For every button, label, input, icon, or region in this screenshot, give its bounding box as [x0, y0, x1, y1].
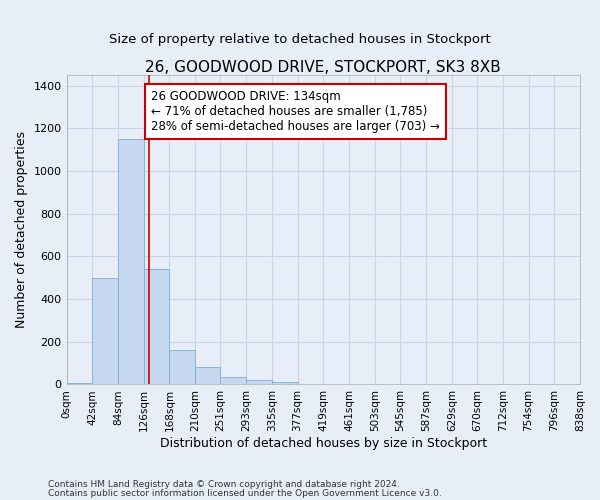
- Bar: [195, 366, 220, 384]
- Bar: [118, 139, 144, 384]
- Bar: [67, 383, 92, 384]
- Bar: [272, 382, 298, 384]
- Bar: [169, 350, 195, 384]
- Text: Contains public sector information licensed under the Open Government Licence v3: Contains public sector information licen…: [48, 488, 442, 498]
- Bar: [144, 269, 169, 384]
- Text: Size of property relative to detached houses in Stockport: Size of property relative to detached ho…: [109, 32, 491, 46]
- X-axis label: Distribution of detached houses by size in Stockport: Distribution of detached houses by size …: [160, 437, 487, 450]
- Text: Contains HM Land Registry data © Crown copyright and database right 2024.: Contains HM Land Registry data © Crown c…: [48, 480, 400, 489]
- Bar: [246, 380, 272, 384]
- Y-axis label: Number of detached properties: Number of detached properties: [15, 131, 28, 328]
- Bar: [92, 278, 118, 384]
- Text: 26 GOODWOOD DRIVE: 134sqm
← 71% of detached houses are smaller (1,785)
28% of se: 26 GOODWOOD DRIVE: 134sqm ← 71% of detac…: [151, 90, 440, 133]
- Bar: [220, 377, 246, 384]
- Title: 26, GOODWOOD DRIVE, STOCKPORT, SK3 8XB: 26, GOODWOOD DRIVE, STOCKPORT, SK3 8XB: [145, 60, 501, 75]
